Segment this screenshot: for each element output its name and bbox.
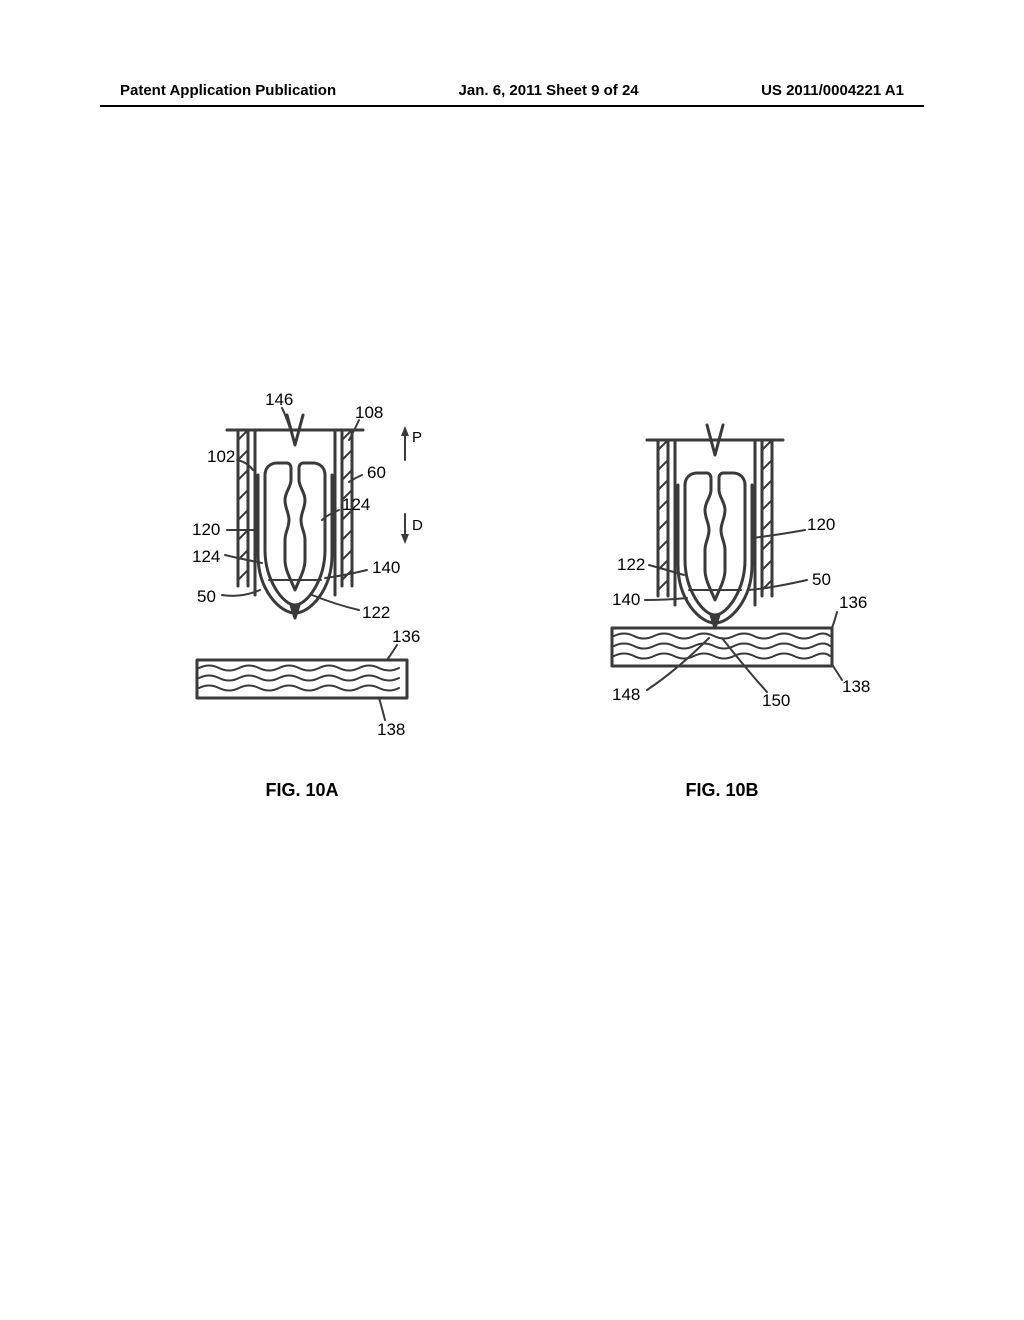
figure-10b-svg: 120 122 50 140 136 138 148 150 bbox=[557, 380, 887, 760]
header-rule bbox=[100, 105, 924, 107]
refB-138: 138 bbox=[842, 677, 870, 696]
ref-124b: 124 bbox=[342, 495, 370, 514]
refB-140: 140 bbox=[612, 590, 640, 609]
header-left: Patent Application Publication bbox=[120, 82, 336, 99]
figure-area: 146 108 102 60 120 124 124 50 140 122 13… bbox=[0, 380, 1024, 801]
ref-120: 120 bbox=[192, 520, 220, 539]
ref-140: 140 bbox=[372, 558, 400, 577]
ref-124a: 124 bbox=[192, 547, 220, 566]
ref-108: 108 bbox=[355, 403, 383, 422]
refB-50: 50 bbox=[812, 570, 831, 589]
label-p: P bbox=[412, 429, 422, 446]
ref-136: 136 bbox=[392, 627, 420, 646]
label-d: D bbox=[412, 517, 423, 534]
refB-136: 136 bbox=[839, 593, 867, 612]
refB-122: 122 bbox=[617, 555, 645, 574]
figure-10a-svg: 146 108 102 60 120 124 124 50 140 122 13… bbox=[137, 380, 467, 760]
fig-10b-label: FIG. 10B bbox=[685, 780, 758, 801]
fig-10a-label: FIG. 10A bbox=[265, 780, 338, 801]
ref-146: 146 bbox=[265, 390, 293, 409]
ref-102: 102 bbox=[207, 447, 235, 466]
ref-50: 50 bbox=[197, 587, 216, 606]
patent-header: Patent Application Publication Jan. 6, 2… bbox=[0, 82, 1024, 99]
refB-148: 148 bbox=[612, 685, 640, 704]
refB-120: 120 bbox=[807, 515, 835, 534]
ref-60: 60 bbox=[367, 463, 386, 482]
header-right: US 2011/0004221 A1 bbox=[761, 82, 904, 99]
figure-10a-wrap: 146 108 102 60 120 124 124 50 140 122 13… bbox=[137, 380, 467, 801]
refB-150: 150 bbox=[762, 691, 790, 710]
ref-138: 138 bbox=[377, 720, 405, 739]
header-center: Jan. 6, 2011 Sheet 9 of 24 bbox=[459, 82, 639, 99]
figure-10b-wrap: 120 122 50 140 136 138 148 150 FIG. 10B bbox=[557, 380, 887, 801]
ref-122: 122 bbox=[362, 603, 390, 622]
